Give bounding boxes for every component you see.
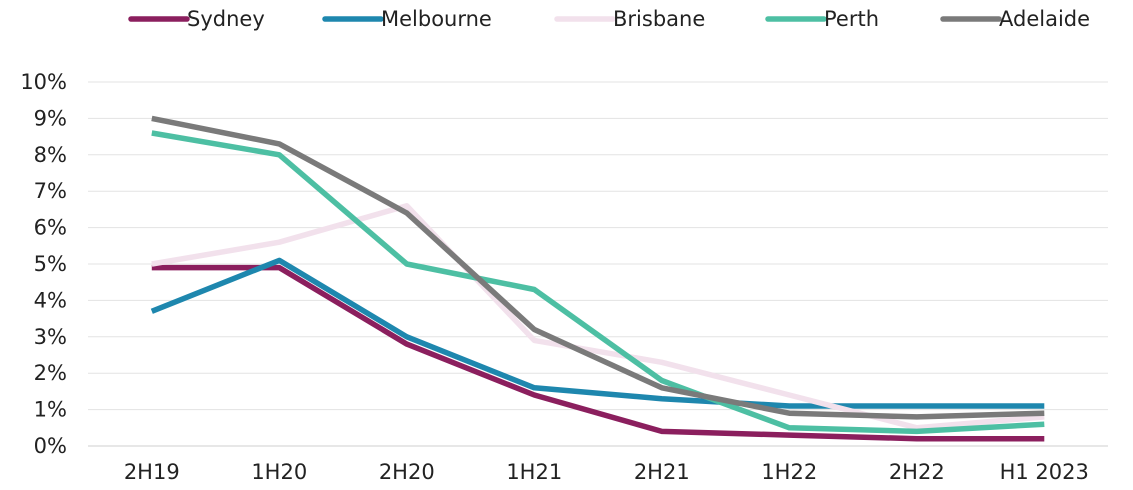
y-tick-label: 7%: [34, 179, 67, 203]
y-tick-label: 6%: [34, 216, 67, 240]
x-tick-label: 2H19: [124, 460, 180, 484]
legend-item-brisbane: Brisbane: [554, 7, 705, 31]
legend-item-perth: Perth: [765, 7, 879, 31]
y-tick-label: 10%: [20, 70, 67, 94]
x-tick-label: H1 2023: [1000, 460, 1089, 484]
legend-label: Brisbane: [613, 7, 705, 31]
series-line-brisbane: [151, 203, 1045, 431]
x-tick-label: 2H21: [634, 460, 690, 484]
x-tick-label: 1H22: [761, 460, 817, 484]
legend-label: Sydney: [187, 7, 265, 31]
legend-item-melbourne: Melbourne: [322, 7, 492, 31]
legend: Sydney Melbourne Brisbane Perth Adelaide: [128, 7, 1090, 31]
series-lines: [150, 115, 1045, 442]
y-tick-label: 1%: [34, 398, 67, 422]
x-axis: 2H19 1H20 2H20 1H21 2H21 1H22 2H22 H1 2023: [124, 460, 1089, 484]
legend-item-sydney: Sydney: [128, 7, 265, 31]
series-line-adelaide: [151, 115, 1045, 420]
legend-label: Perth: [824, 7, 879, 31]
legend-label: Melbourne: [381, 7, 492, 31]
x-tick-label: 2H22: [889, 460, 945, 484]
y-tick-label: 0%: [34, 434, 67, 458]
legend-label: Adelaide: [999, 7, 1090, 31]
y-tick-label: 8%: [34, 143, 67, 167]
series-line-perth: [151, 130, 1045, 435]
series-line-melbourne: [150, 257, 1045, 409]
y-tick-label: 4%: [34, 288, 67, 312]
y-tick-label: 9%: [34, 106, 67, 130]
x-tick-label: 1H20: [251, 460, 307, 484]
y-tick-label: 5%: [34, 252, 67, 276]
x-tick-label: 1H21: [506, 460, 562, 484]
legend-item-adelaide: Adelaide: [940, 7, 1090, 31]
x-tick-label: 2H20: [379, 460, 435, 484]
y-tick-label: 3%: [34, 325, 67, 349]
gridlines: [88, 81, 1108, 447]
y-axis: 0% 1% 2% 3% 4% 5% 6% 7% 8% 9% 10%: [20, 70, 67, 458]
series-line-sydney: [151, 264, 1045, 442]
y-tick-label: 2%: [34, 361, 67, 385]
